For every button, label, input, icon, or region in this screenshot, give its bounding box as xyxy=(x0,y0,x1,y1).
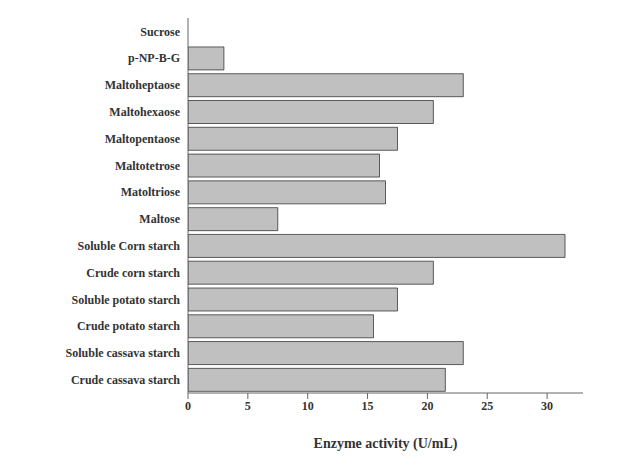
svg-text:Maltohexaose: Maltohexaose xyxy=(109,105,180,119)
svg-text:5: 5 xyxy=(245,399,251,413)
svg-text:Maltoheptaose: Maltoheptaose xyxy=(105,78,181,92)
svg-text:Soluble cassava starch: Soluble cassava starch xyxy=(66,346,181,360)
svg-text:Sucrose: Sucrose xyxy=(140,25,180,39)
svg-text:20: 20 xyxy=(421,399,433,413)
svg-text:p-NP-B-G: p-NP-B-G xyxy=(128,51,180,65)
svg-text:Crude corn starch: Crude corn starch xyxy=(86,266,180,280)
svg-text:10: 10 xyxy=(302,399,314,413)
svg-text:0: 0 xyxy=(185,399,191,413)
svg-text:Crude cassava starch: Crude cassava starch xyxy=(71,373,180,387)
svg-text:Matoltriose: Matoltriose xyxy=(121,185,181,199)
svg-text:Maltotetrose: Maltotetrose xyxy=(115,159,181,173)
svg-text:15: 15 xyxy=(362,399,374,413)
svg-text:30: 30 xyxy=(541,399,553,413)
svg-text:Soluble potato starch: Soluble potato starch xyxy=(72,293,181,307)
svg-text:Soluble Corn starch: Soluble Corn starch xyxy=(78,239,181,253)
svg-text:Enzyme activity (U/mL): Enzyme activity (U/mL) xyxy=(314,436,458,452)
svg-text:Maltose: Maltose xyxy=(139,212,180,226)
svg-text:Maltopentaose: Maltopentaose xyxy=(105,132,181,146)
svg-text:Crude potato starch: Crude potato starch xyxy=(77,319,180,333)
svg-text:25: 25 xyxy=(481,399,493,413)
